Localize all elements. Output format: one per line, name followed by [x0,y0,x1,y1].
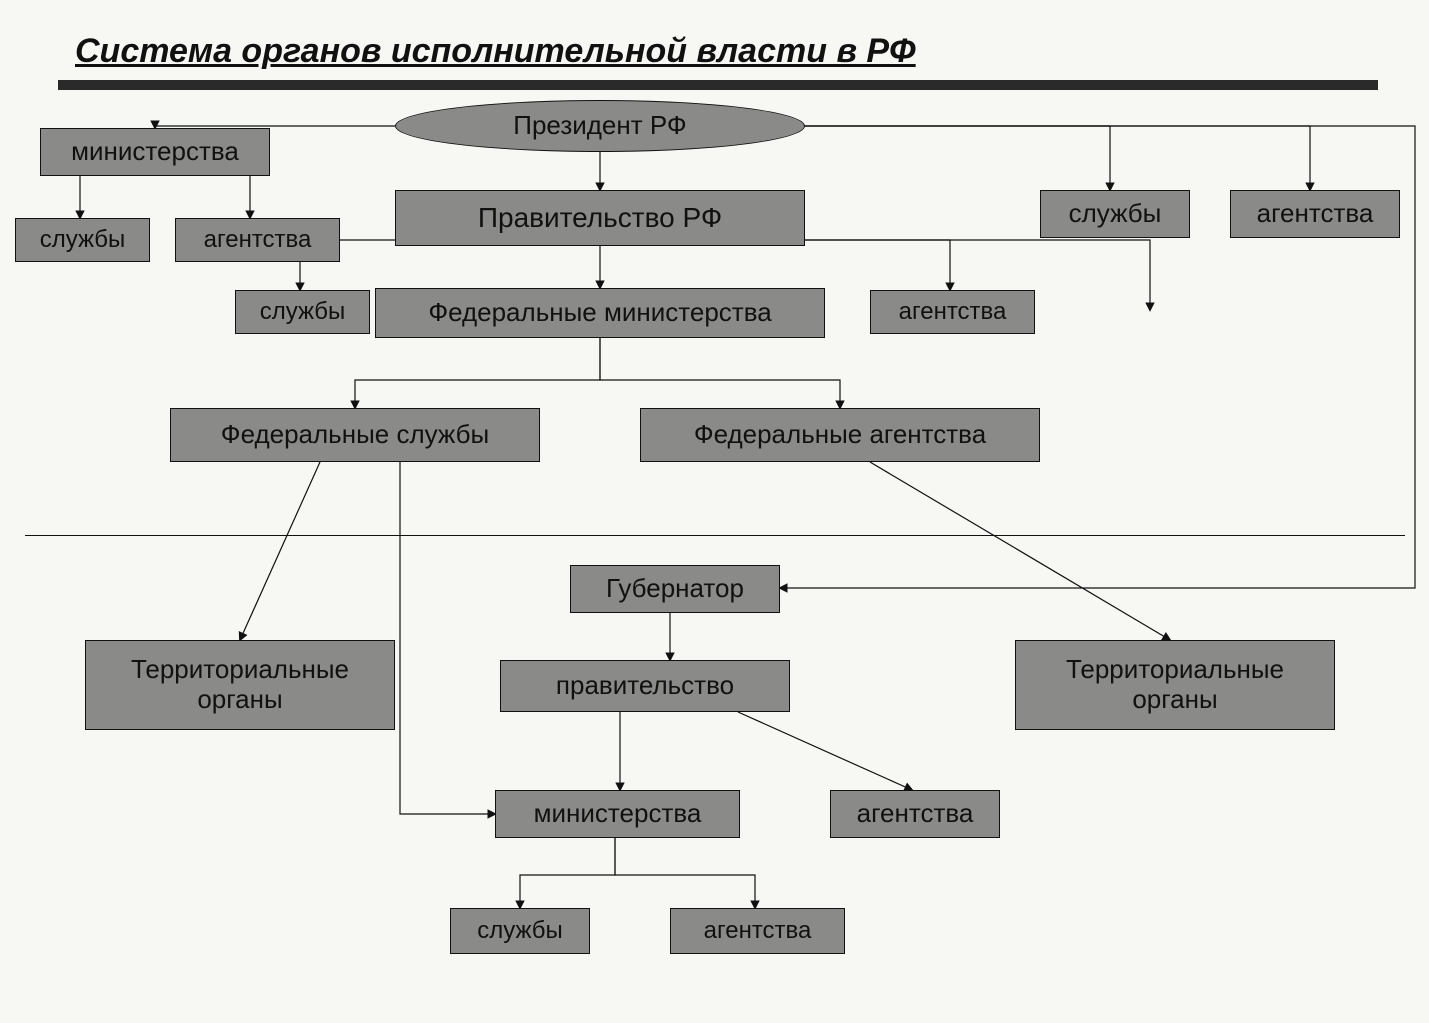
node-fed_agent: Федеральные агентства [640,408,1040,462]
node-sluzhby_gov: службы [235,290,370,334]
node-agent_tr: агентства [1230,190,1400,238]
title-rule [58,80,1378,90]
node-terr2: Территориальныеорганы [1015,640,1335,730]
node-ministries_top: министерства [40,128,270,176]
node-fed_sluzhby: Федеральные службы [170,408,540,462]
node-reg_min: министерства [495,790,740,838]
node-terr1: Территориальныеорганы [85,640,395,730]
node-sluzhby_tr: службы [1040,190,1190,238]
node-reg_gov: правительство [500,660,790,712]
node-sluzhby_b: службы [450,908,590,954]
node-reg_agent_r: агентства [830,790,1000,838]
node-agent_gov: агентства [870,290,1035,334]
node-sluzhby_tl: службы [15,218,150,262]
node-agent_b: агентства [670,908,845,954]
node-agent_tl: агентства [175,218,340,262]
node-fed_min: Федеральные министерства [375,288,825,338]
horizontal-divider [25,535,1405,536]
diagram-canvas: Система органов исполнительной власти в … [0,0,1429,1023]
node-governor: Губернатор [570,565,780,613]
diagram-title: Система органов исполнительной власти в … [75,32,916,71]
node-president: Президент РФ [395,100,805,152]
node-government: Правительство РФ [395,190,805,246]
